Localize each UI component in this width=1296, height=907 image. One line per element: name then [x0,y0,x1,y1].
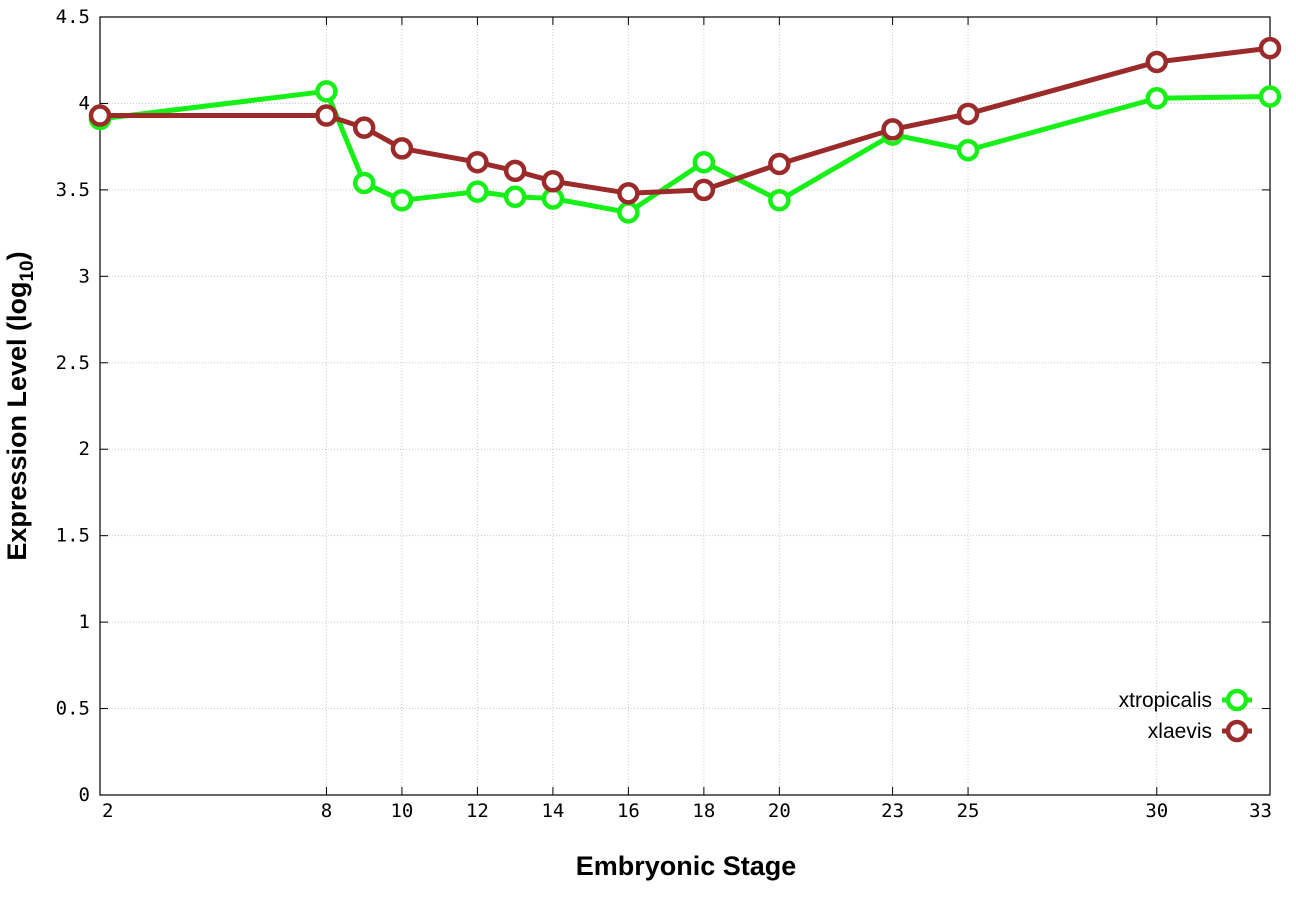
x-tick-label: 20 [768,800,791,822]
data-point-xtropicalis [1145,87,1169,110]
data-point-xlaevis [956,102,980,126]
legend: xtropicalis xlaevis [1119,688,1252,743]
x-tick-label: 25 [957,800,980,822]
data-point-xlaevis [88,104,112,127]
y-tick-label: 2 [79,438,90,460]
y-tick-label: 2.5 [56,352,90,374]
data-point-xtropicalis [315,80,338,103]
y-axis-title-main: Expression Level (log [2,282,32,561]
data-point-xlaevis [315,104,338,127]
series-line-xlaevis [100,45,1271,196]
data-point-xtropicalis [617,201,640,224]
y-tick-label: 3 [79,265,90,287]
x-tick-label: 2 [102,800,113,822]
x-tick-label: 33 [1249,800,1272,822]
data-point-xlaevis [617,182,640,205]
tick-layer: 0 0.5 1 1.5 2 2.5 3 3.5 4 4.5 2 8 10 12 14 16 18 20 23 25 30… [56,6,1272,822]
grid-layer [100,17,1270,795]
legend-swatch-marker-xtropicalis [1225,688,1249,712]
legend-swatch-marker-xlaevis [1225,719,1249,743]
data-point-xlaevis [768,152,791,176]
x-tick-label: 8 [321,800,332,822]
y-tick-label: 0.5 [56,698,90,720]
data-point-xtropicalis [692,150,716,174]
x-tick-label: 30 [1145,800,1168,822]
y-tick-label: 4.5 [56,6,90,28]
series-line-xtropicalis [99,88,1271,215]
y-tick-label: 1 [79,611,90,633]
data-point-xtropicalis [1258,85,1282,108]
x-tick-label: 23 [881,800,904,822]
data-point-xlaevis [1145,50,1169,74]
x-tick-label: 18 [692,800,715,822]
x-tick-label: 16 [617,800,640,822]
x-tick-label: 10 [390,800,413,822]
data-point-xtropicalis [768,189,791,212]
data-point-xlaevis [541,169,565,193]
data-point-xlaevis [390,137,414,160]
x-tick-label: 12 [466,800,489,822]
data-point-xtropicalis [956,138,980,162]
y-tick-label: 1.5 [56,525,90,547]
data-point-xtropicalis [390,189,414,212]
data-point-xtropicalis [466,180,489,203]
y-axis-title-subscript: 10 [17,260,38,281]
data-point-xlaevis [352,116,376,139]
y-tick-label: 3.5 [56,179,90,201]
legend-label-xlaevis: xlaevis [1148,720,1212,743]
legend-label-xtropicalis: xtropicalis [1119,689,1212,712]
data-point-xtropicalis [352,171,376,195]
x-tick-label: 14 [541,800,564,822]
y-tick-label: 4 [79,92,90,114]
x-axis-title: Embryonic Stage [576,851,797,881]
data-point-xtropicalis [503,185,527,209]
data-point-xlaevis [692,178,716,202]
series-layer [88,36,1282,224]
plot-frame [99,16,1271,796]
y-axis-title: Expression Level (log10) [2,251,38,560]
y-axis-title-close: ) [2,251,32,260]
y-tick-label: 0 [79,784,90,806]
data-point-xlaevis [1258,36,1282,60]
data-point-xlaevis [503,159,527,183]
data-point-xlaevis [881,118,904,141]
data-point-xlaevis [466,150,489,174]
